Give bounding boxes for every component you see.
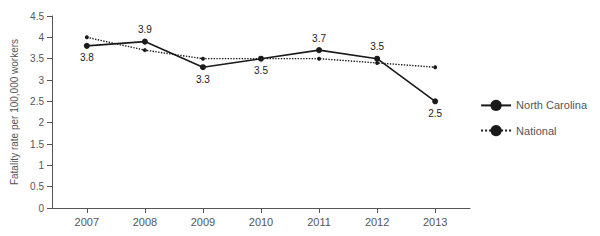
svg-text:North Carolina: North Carolina <box>516 99 588 111</box>
svg-text:3.3: 3.3 <box>196 74 210 85</box>
svg-text:National: National <box>516 125 556 137</box>
svg-text:3.8: 3.8 <box>80 52 94 63</box>
svg-text:3.9: 3.9 <box>138 24 152 35</box>
svg-text:2011: 2011 <box>307 216 331 228</box>
svg-text:Fatality rate per 100,000 work: Fatality rate per 100,000 workers <box>9 39 20 185</box>
svg-text:2012: 2012 <box>365 216 389 228</box>
svg-text:3.5: 3.5 <box>30 53 44 64</box>
svg-text:4: 4 <box>38 32 44 43</box>
svg-text:2013: 2013 <box>423 216 447 228</box>
svg-text:3.7: 3.7 <box>312 33 326 44</box>
svg-text:1: 1 <box>38 160 44 171</box>
svg-text:4.5: 4.5 <box>30 11 44 22</box>
svg-text:1.5: 1.5 <box>30 139 44 150</box>
svg-text:2: 2 <box>38 117 44 128</box>
svg-text:2007: 2007 <box>75 216 99 228</box>
svg-text:3.5: 3.5 <box>370 41 384 52</box>
svg-text:3: 3 <box>38 75 44 86</box>
svg-text:2.5: 2.5 <box>428 108 442 119</box>
svg-text:2008: 2008 <box>133 216 157 228</box>
svg-text:2.5: 2.5 <box>30 96 44 107</box>
svg-text:3.5: 3.5 <box>254 65 268 76</box>
svg-text:2010: 2010 <box>249 216 273 228</box>
svg-text:0: 0 <box>38 203 44 214</box>
svg-text:2009: 2009 <box>191 216 215 228</box>
svg-text:0.5: 0.5 <box>30 181 44 192</box>
